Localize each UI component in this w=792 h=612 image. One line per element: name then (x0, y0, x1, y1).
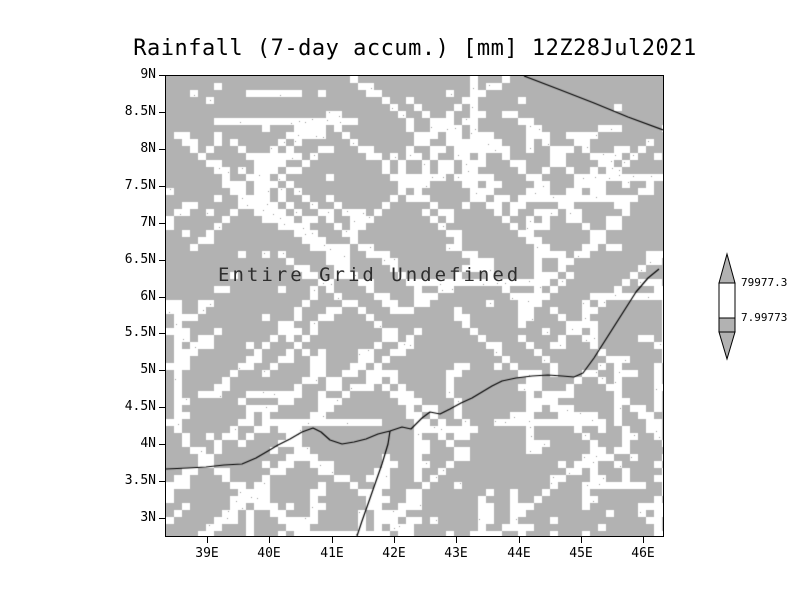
x-tick-mark (394, 537, 395, 543)
y-tick-label: 6N (140, 289, 156, 304)
colorbar-label-max: 79977.3 (741, 276, 788, 289)
y-tick-mark (159, 149, 165, 150)
y-tick-label: 3.5N (124, 473, 156, 488)
x-tick-mark (332, 537, 333, 543)
x-tick-mark (456, 537, 457, 543)
y-tick-mark (159, 223, 165, 224)
colorbar (718, 252, 736, 361)
y-tick-mark (159, 444, 165, 445)
grid-undefined-message: Entire Grid Undefined (218, 264, 522, 286)
x-tick-label: 45E (569, 546, 593, 561)
y-tick-label: 4N (140, 436, 156, 451)
y-tick-label: 3N (140, 510, 156, 525)
x-tick-label: 46E (631, 546, 655, 561)
y-tick-label: 7.5N (124, 178, 156, 193)
y-tick-mark (159, 407, 165, 408)
y-tick-mark (159, 518, 165, 519)
x-tick-label: 44E (507, 546, 531, 561)
x-tick-label: 39E (195, 546, 219, 561)
y-tick-mark (159, 481, 165, 482)
x-tick-mark (207, 537, 208, 543)
map-canvas (166, 76, 663, 536)
x-tick-label: 40E (257, 546, 281, 561)
y-tick-label: 8N (140, 141, 156, 156)
x-tick-mark (269, 537, 270, 543)
y-tick-mark (159, 297, 165, 298)
colorbar-band-gray (718, 317, 736, 333)
chart-title: Rainfall (7-day accum.) [mm] 12Z28Jul202… (133, 36, 697, 61)
colorbar-band-white (718, 282, 736, 319)
colorbar-top-arrow-icon (718, 252, 736, 284)
x-tick-label: 41E (320, 546, 344, 561)
y-tick-mark (159, 333, 165, 334)
colorbar-bottom-arrow-icon (718, 331, 736, 361)
x-tick-mark (519, 537, 520, 543)
y-tick-mark (159, 260, 165, 261)
y-tick-label: 8.5N (124, 104, 156, 119)
y-tick-label: 5N (140, 362, 156, 377)
y-tick-mark (159, 112, 165, 113)
y-tick-mark (159, 186, 165, 187)
map-plot-area: Entire Grid Undefined (165, 75, 664, 537)
x-tick-label: 43E (444, 546, 468, 561)
x-tick-mark (581, 537, 582, 543)
y-tick-mark (159, 75, 165, 76)
y-tick-label: 6.5N (124, 252, 156, 267)
x-tick-mark (643, 537, 644, 543)
y-tick-label: 5.5N (124, 325, 156, 340)
y-tick-label: 4.5N (124, 399, 156, 414)
x-tick-label: 42E (382, 546, 406, 561)
y-tick-label: 7N (140, 215, 156, 230)
y-tick-mark (159, 370, 165, 371)
colorbar-label-min: 7.99773 (741, 311, 788, 324)
y-tick-label: 9N (140, 67, 156, 82)
